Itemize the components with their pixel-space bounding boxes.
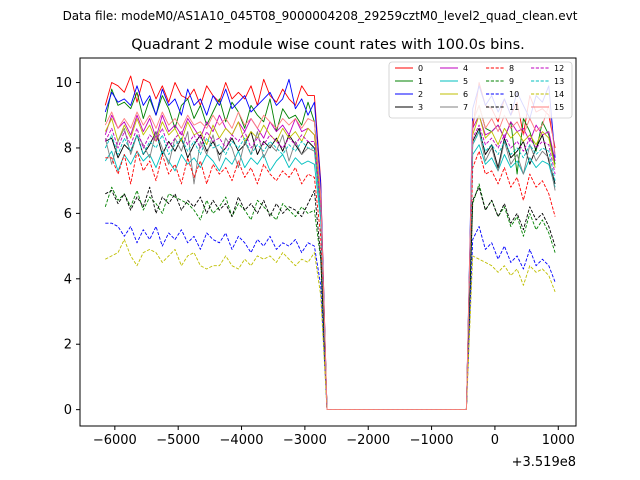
legend-label-12: 12 [554,64,564,73]
series-line-8 [105,150,556,411]
plot-lines [104,75,556,411]
y-tick-label: 0 [64,403,72,418]
series-line-10 [105,222,556,411]
series-line-13 [104,131,556,411]
series-line-1 [104,88,556,411]
series-line-0 [104,75,556,411]
legend-label-0: 0 [418,64,423,73]
series-line-11 [105,186,556,411]
y-tick-label: 8 [64,141,72,156]
y-tick-label: 6 [64,207,72,222]
legend-label-11: 11 [509,103,519,112]
legend-label-5: 5 [463,77,468,86]
series-line-9 [104,183,556,411]
series-line-14 [105,239,556,411]
legend-label-9: 9 [509,77,514,86]
y-axis: 0 2 4 6 8 10 [55,76,80,418]
y-tick-label: 2 [64,338,72,353]
legend-box [388,61,573,119]
series-line-5 [104,144,556,411]
suptitle: Data file: modeM0/AS1A10_045T08_90000042… [63,9,578,23]
legend-label-8: 8 [509,64,514,73]
legend-label-13: 13 [554,77,564,86]
legend-label-3: 3 [418,103,423,112]
legend-label-15: 15 [554,103,564,112]
x-tick-label: −5000 [156,433,200,448]
legend-label-1: 1 [418,77,423,86]
series-line-2 [104,78,556,411]
x-tick-label: −1000 [410,433,454,448]
x-tick-label: 1000 [542,433,575,448]
legend-label-10: 10 [509,90,519,99]
legend-label-14: 14 [554,90,564,99]
chart-title: Quadrant 2 module wise count rates with … [131,37,525,53]
series-line-3 [105,127,556,411]
x-tick-label: −6000 [93,433,137,448]
y-tick-label: 4 [64,272,72,287]
plot-frame [79,57,577,427]
x-tick-label: 0 [491,433,499,448]
legend-label-2: 2 [418,90,423,99]
y-tick-label: 10 [55,76,72,91]
x-axis-offset: +3.519e8 [512,455,576,470]
series-line-6 [104,114,556,411]
x-tick-label: −2000 [346,433,390,448]
x-tick-label: −3000 [283,433,327,448]
legend-label-6: 6 [463,90,468,99]
legend-label-4: 4 [463,64,468,73]
legend-label-7: 7 [463,103,468,112]
x-tick-label: −4000 [220,433,264,448]
x-axis: −6000 −5000 −4000 −3000 −2000 −1000 0 1000 [93,426,575,448]
series-line-7 [104,127,556,411]
series-line-4 [104,114,556,411]
